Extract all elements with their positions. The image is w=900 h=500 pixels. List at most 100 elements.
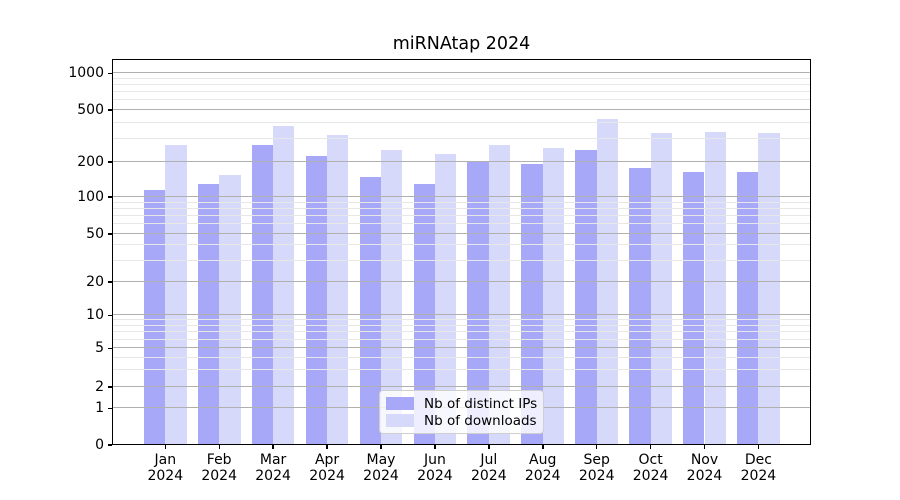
x-tick-label-mar: Mar 2024 xyxy=(255,452,291,484)
y-gridline-major xyxy=(112,386,811,388)
bar-downloads-mar xyxy=(273,125,295,445)
x-tick-label-jul: Jul 2024 xyxy=(470,452,507,484)
y-gridline-minor xyxy=(112,121,811,123)
y-gridline-minor xyxy=(112,356,811,358)
y-gridline-minor xyxy=(112,338,811,340)
y-tick-mark xyxy=(107,196,112,198)
legend-label-distinct-ips: Nb of distinct IPs xyxy=(424,395,538,412)
x-tick-mark xyxy=(218,444,220,449)
x-tick-label-apr: Apr 2024 xyxy=(309,452,345,484)
x-tick-label-aug: Aug 2024 xyxy=(524,452,561,484)
y-tick-label: 500 xyxy=(77,102,104,119)
grid-layer xyxy=(112,59,811,445)
legend-label-downloads: Nb of downloads xyxy=(424,412,537,429)
bar-distinct-ips-apr xyxy=(305,156,328,445)
y-gridline-major xyxy=(112,280,811,282)
y-gridline-minor xyxy=(112,207,811,209)
x-tick-label-nov: Nov 2024 xyxy=(686,452,723,484)
x-tick-label-jun: Jun 2024 xyxy=(417,452,453,484)
y-tick-mark xyxy=(107,281,112,283)
y-gridline-major xyxy=(112,347,811,349)
y-gridline-minor xyxy=(112,223,811,224)
y-gridline-minor xyxy=(112,137,811,139)
legend-swatch-distinct-ips xyxy=(386,397,414,410)
plot-area: Nb of distinct IPs Nb of downloads xyxy=(112,59,811,445)
x-tick-label-sep: Sep 2024 xyxy=(578,452,615,484)
y-tick-label: 1 xyxy=(95,400,104,417)
x-tick-label-may: May 2024 xyxy=(363,452,399,484)
y-gridline-minor xyxy=(112,77,811,79)
x-tick-label-dec: Dec 2024 xyxy=(740,452,777,484)
y-tick-label: 20 xyxy=(86,273,104,290)
legend: Nb of distinct IPs Nb of downloads xyxy=(379,390,544,434)
y-gridline-minor xyxy=(112,201,811,203)
bar-downloads-aug xyxy=(542,148,565,445)
y-tick-mark xyxy=(107,444,112,446)
x-tick-mark xyxy=(649,444,652,449)
bar-downloads-feb xyxy=(219,174,241,445)
y-tick-mark xyxy=(107,386,112,388)
y-gridline-minor xyxy=(112,214,811,216)
y-tick-mark xyxy=(107,407,112,410)
bar-distinct-ips-jan xyxy=(143,189,166,445)
y-tick-label: 10 xyxy=(86,307,104,324)
y-tick-label: 100 xyxy=(77,188,104,205)
x-tick-mark xyxy=(542,444,544,449)
x-tick-label-feb: Feb 2024 xyxy=(201,452,237,484)
bar-downloads-dec xyxy=(758,132,780,445)
bar-downloads-apr xyxy=(327,135,349,445)
y-gridline-minor xyxy=(112,259,811,261)
y-gridline-major xyxy=(112,160,811,162)
y-tick-mark xyxy=(107,347,112,350)
y-tick-mark xyxy=(107,314,112,317)
y-gridline-minor xyxy=(112,84,811,86)
bar-downloads-nov xyxy=(704,131,726,445)
legend-item-downloads: Nb of downloads xyxy=(386,412,537,429)
y-gridline-major xyxy=(112,232,811,234)
y-tick-label: 5 xyxy=(95,340,104,357)
legend-swatch-downloads xyxy=(386,414,414,427)
y-tick-mark xyxy=(107,161,112,163)
bar-distinct-ips-sep xyxy=(575,150,597,445)
y-gridline-minor xyxy=(112,244,811,246)
bar-distinct-ips-oct xyxy=(629,167,651,445)
x-tick-label-oct: Oct 2024 xyxy=(632,452,669,484)
legend-item-distinct-ips: Nb of distinct IPs xyxy=(386,395,537,412)
bar-downloads-may xyxy=(381,150,403,445)
bar-downloads-sep xyxy=(596,119,619,445)
y-tick-label: 200 xyxy=(77,153,104,170)
x-tick-mark xyxy=(380,444,382,449)
y-gridline-major xyxy=(112,314,811,316)
y-tick-mark xyxy=(107,233,112,235)
bar-distinct-ips-aug xyxy=(521,164,543,445)
y-tick-mark xyxy=(107,72,112,75)
x-tick-mark xyxy=(272,444,274,449)
bar-distinct-ips-may xyxy=(359,177,381,445)
x-tick-mark xyxy=(703,444,706,449)
y-gridline-minor xyxy=(112,91,811,93)
bar-distinct-ips-dec xyxy=(737,171,759,445)
x-tick-mark xyxy=(595,444,598,449)
x-tick-mark xyxy=(488,444,490,449)
y-tick-label: 2 xyxy=(95,379,104,396)
y-tick-label: 0 xyxy=(95,437,104,453)
y-tick-label: 50 xyxy=(86,225,104,242)
y-tick-mark xyxy=(107,109,112,111)
y-gridline-major xyxy=(112,109,811,111)
y-gridline-major xyxy=(112,72,811,74)
x-tick-mark xyxy=(164,444,167,449)
y-gridline-minor xyxy=(112,331,811,333)
bar-downloads-oct xyxy=(650,132,672,445)
x-tick-mark xyxy=(757,444,760,449)
bars-layer xyxy=(112,59,811,445)
y-gridline-minor xyxy=(112,325,811,326)
x-tick-mark xyxy=(326,444,328,449)
x-tick-mark xyxy=(434,444,436,449)
bar-distinct-ips-nov xyxy=(683,172,705,445)
x-tick-label-jan: Jan 2024 xyxy=(147,452,184,484)
y-gridline-minor xyxy=(112,369,811,370)
y-gridline-minor xyxy=(112,319,811,321)
y-gridline-minor xyxy=(112,99,811,101)
bar-downloads-jun xyxy=(434,153,457,445)
